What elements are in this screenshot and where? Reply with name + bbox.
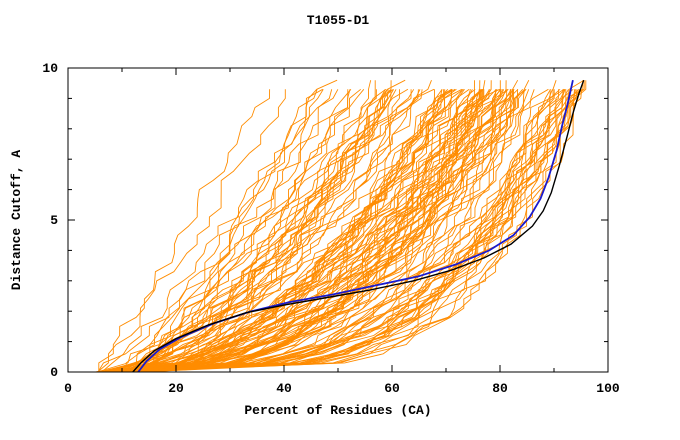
ensemble-model-curve — [142, 80, 492, 373]
ensemble-model-curve — [107, 80, 376, 373]
ensemble-model-curve — [126, 89, 581, 373]
ensemble-model-curve — [125, 88, 470, 373]
ensemble-model-curve — [137, 88, 502, 373]
ensemble-model-curve — [127, 89, 351, 373]
ensemble-model-curve — [123, 89, 397, 373]
ensemble-model-curve — [126, 79, 406, 373]
ensemble-model-curve — [131, 89, 443, 373]
ensemble-model-curve — [98, 89, 271, 372]
x-tick-label: 40 — [276, 381, 292, 396]
ensemble-model-curve — [138, 80, 585, 373]
ensemble-model-curve — [101, 89, 324, 373]
ensemble-model-curve — [106, 88, 452, 373]
ensemble-model-curve — [109, 89, 569, 373]
ensemble-model-curve — [100, 89, 473, 373]
ensemble-model-curve — [125, 89, 318, 373]
ensemble-model-curve — [137, 88, 500, 373]
ensemble-model-curve — [124, 89, 400, 373]
ensemble-model-curve — [105, 88, 565, 373]
ensemble-model-curve — [135, 89, 497, 373]
ensemble-model-curve — [122, 80, 475, 373]
x-tick-label: 60 — [384, 381, 400, 396]
ensemble-model-curve — [137, 88, 323, 373]
ensemble-model-curve — [95, 89, 576, 373]
highlighted-model-black — [132, 79, 585, 373]
ensemble-model-curve — [118, 89, 483, 373]
y-tick-label: 0 — [50, 365, 58, 380]
x-tick-label: 80 — [492, 381, 508, 396]
chart-title: T1055-D1 — [307, 13, 370, 28]
ensemble-model-curve — [107, 89, 559, 373]
ensemble-model-curve — [122, 89, 535, 373]
ensemble-model-curve — [112, 89, 480, 373]
ensemble-model-curve — [95, 88, 456, 373]
ensemble-model-curve — [123, 89, 566, 373]
ensemble-model-curve — [119, 89, 339, 373]
x-tick-label: 100 — [596, 381, 620, 396]
ensemble-model-curve — [97, 89, 286, 373]
plot-layers: 0 20 40 60 80 100 0 5 10 — [42, 61, 620, 396]
ensemble-model-curve — [123, 88, 561, 373]
ensemble-model-curve — [105, 89, 445, 373]
ensemble-model-curve — [125, 88, 464, 373]
ensemble-model-curve — [95, 88, 457, 373]
x-tick-label: 0 — [64, 381, 72, 396]
y-axis-label: Distance Cutoff, A — [9, 150, 24, 291]
x-axis-label: Percent of Residues (CA) — [244, 403, 431, 418]
ensemble-model-curve — [136, 88, 566, 373]
ensemble-model-curve — [119, 80, 557, 373]
y-tick-label: 10 — [42, 61, 58, 76]
ensemble-model-curve — [141, 80, 392, 373]
ensemble-model-curve — [115, 89, 412, 373]
ensemble-model-curve — [132, 79, 530, 373]
ensemble-model-curve — [140, 89, 515, 373]
ensemble-model-curve — [97, 89, 352, 373]
ensemble-model-curve — [131, 89, 386, 373]
ensemble-model-curve — [138, 89, 508, 373]
ensemble-model-curve — [115, 89, 551, 373]
ensemble-model-curve — [126, 89, 527, 373]
ensemble-model-curve — [113, 89, 511, 373]
x-tick-label: 20 — [168, 381, 184, 396]
ensemble-model-curve — [135, 89, 578, 373]
ensemble-model-curve — [108, 89, 435, 373]
ensemble-model-curve — [101, 88, 526, 373]
ensemble-model-curve — [107, 88, 482, 373]
ensemble-model-curve — [109, 89, 388, 373]
ensemble-model-curve — [139, 89, 483, 373]
ensemble-model-curve — [104, 88, 484, 373]
y-tick-label: 5 — [50, 213, 58, 228]
